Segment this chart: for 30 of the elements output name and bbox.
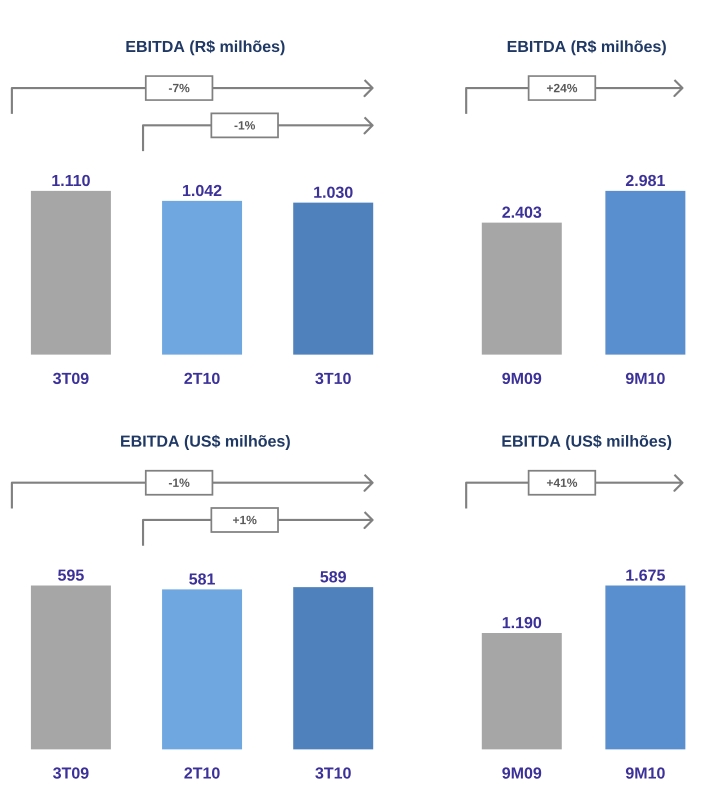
x-tick-label: 2T10: [184, 372, 220, 384]
x-tick-label: 3T09: [53, 767, 89, 779]
text: +24%: [546, 84, 578, 92]
x-tick-label: 2T10: [184, 767, 220, 779]
x-tick-label: 9M10: [626, 767, 665, 779]
data-label: 2.403: [502, 206, 542, 218]
x-tick-label: 9M09: [502, 372, 542, 384]
text: -7%: [168, 84, 190, 92]
x-tick-label: 9M09: [502, 767, 542, 779]
data-label: 581: [189, 573, 215, 585]
text: -1%: [168, 478, 190, 487]
data-label: 1.042: [183, 184, 222, 196]
chart-title: EBITDA (R$ milhões): [508, 40, 666, 56]
x-tick-label: 3T10: [315, 372, 351, 384]
x-tick-label: 3T09: [53, 372, 89, 384]
data-label: 589: [320, 571, 346, 582]
x-tick-label: 9M10: [626, 372, 665, 384]
data-label: 1.675: [626, 569, 665, 581]
data-label: 1.190: [502, 616, 542, 628]
data-label: 1.110: [52, 174, 90, 186]
chart-title: EBITDA (US$ milhões): [121, 434, 290, 450]
text: +41%: [546, 478, 578, 487]
text: -1%: [234, 121, 256, 130]
data-label: 2.981: [626, 174, 665, 186]
chart-title: EBITDA (US$ milhões): [502, 434, 672, 450]
chart-title: EBITDA (R$ milhões): [126, 40, 285, 56]
x-tick-label: 3T10: [315, 767, 351, 779]
text: +1%: [233, 516, 257, 524]
data-label: 1.030: [314, 186, 353, 198]
data-label: 595: [58, 569, 84, 581]
